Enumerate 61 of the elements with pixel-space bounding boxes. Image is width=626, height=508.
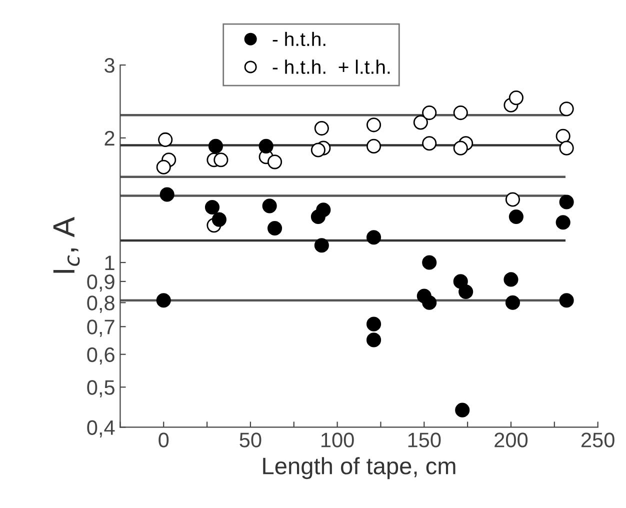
point [559,140,574,156]
point [158,132,173,147]
x-tick-label: 250 [582,432,614,448]
y-tick-label: 3 [104,58,114,73]
point [156,160,171,174]
point [310,142,326,158]
x-tick-label: 150 [408,432,441,448]
point [262,198,277,214]
x-tick-label: 100 [322,432,354,448]
point [559,194,574,210]
point [453,106,468,120]
y-tick-label: 0,6 [87,347,114,365]
point [156,293,171,308]
y-tick-label: 0,5 [87,380,114,398]
point [559,293,574,308]
point [366,230,382,245]
point [208,138,224,154]
x-tick-label: 50 [240,432,262,448]
point [422,295,437,310]
point [422,255,437,270]
y-tick-label: 0,4 [87,420,115,438]
point [422,106,437,120]
legend-label: - h.t.h. + l.t.h. [272,60,390,74]
point [314,238,329,253]
y-tick-label: 1 [105,256,114,270]
point [422,136,437,151]
point [504,272,518,287]
y-tick-label: 0,8 [87,296,114,313]
point [314,121,329,136]
y-tick-label: 2 [104,130,114,146]
x-axis-title: Length of tape, cm [263,457,456,480]
point [366,138,382,154]
point [212,212,226,227]
point [366,332,382,348]
point [455,402,470,418]
legend-label: - h.t.h. [272,32,326,46]
y-tick-label: 0,9 [87,274,114,292]
point [267,220,282,236]
point [310,209,326,224]
point [556,128,570,144]
point [204,200,220,215]
point [258,138,274,154]
point [214,152,228,168]
point [508,209,524,224]
x-tick-label: 200 [494,432,528,448]
point [559,102,574,116]
point [366,316,382,332]
x-tick-label: 0 [158,432,169,448]
point [453,274,468,289]
point [267,154,282,170]
y-axis-title: I$_{c}$, A [53,216,80,273]
point [413,115,428,130]
point [366,118,382,132]
point [453,140,468,156]
point [508,90,524,106]
point [458,284,474,300]
point [505,295,520,310]
point [556,215,570,230]
point [505,192,520,207]
point [160,187,174,202]
y-tick-label: 0,7 [87,320,114,337]
